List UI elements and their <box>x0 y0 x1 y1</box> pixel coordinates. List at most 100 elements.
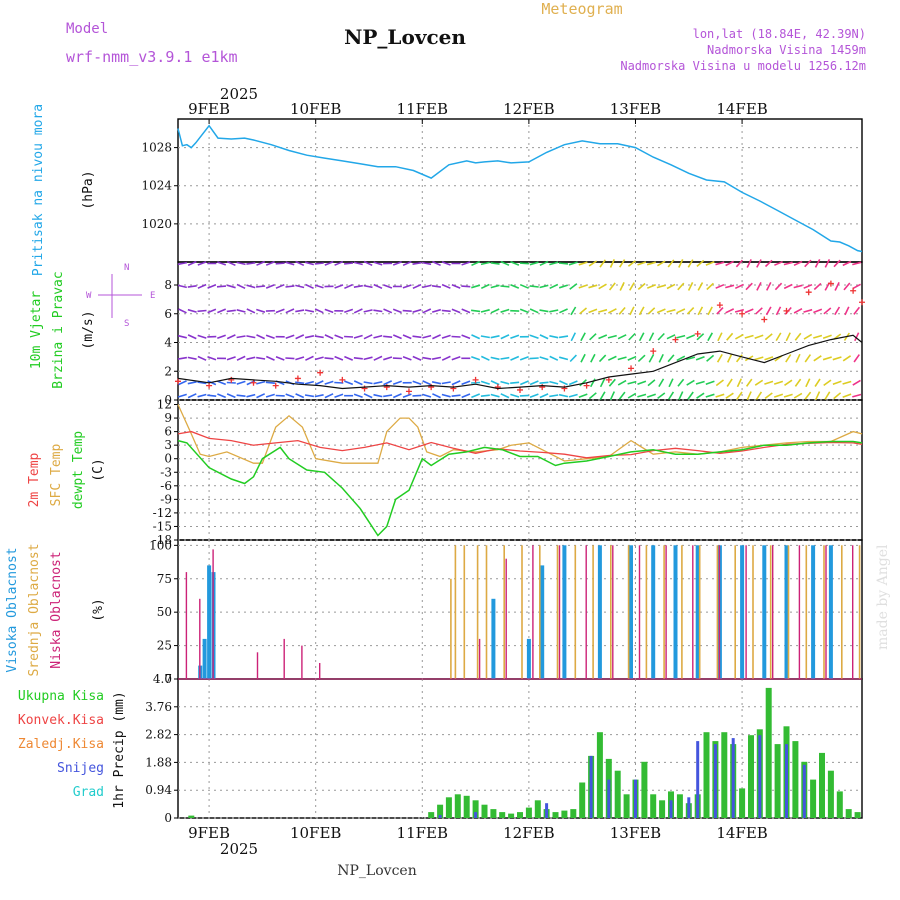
precip-bar <box>676 794 683 818</box>
gust-marker <box>783 307 790 314</box>
wind-arrow <box>852 261 862 266</box>
legend-convective-rain: Konvek.Kisa <box>18 713 104 728</box>
wind-arrow <box>432 334 441 340</box>
wind-arrow <box>580 353 586 363</box>
elevation-label: Nadmorska Visina 1459m <box>707 43 866 57</box>
wind-arrow <box>519 262 529 265</box>
wind-arrow <box>676 355 686 362</box>
wind-arrow <box>500 285 510 288</box>
precip-bar <box>438 815 442 818</box>
wind-arrow <box>822 356 832 361</box>
cloud-label-high: Visoka Oblacnost <box>5 547 20 672</box>
wind-arrow <box>305 283 314 290</box>
wind-arrow <box>726 378 733 387</box>
wind-arrow <box>842 393 852 399</box>
wind-arrow <box>373 334 383 339</box>
wind-arrow <box>373 283 383 290</box>
wind-arrow <box>226 309 236 313</box>
wind-arrow <box>363 284 373 289</box>
precip-bar <box>472 800 479 818</box>
cloud-bar <box>752 545 754 679</box>
wind-arrow <box>295 356 305 361</box>
cloud-bar <box>199 598 201 679</box>
cloud-bar <box>491 598 496 679</box>
wind-arrow <box>363 393 373 399</box>
gust-marker <box>517 386 523 393</box>
wind-arrow <box>696 333 705 341</box>
wind-arrow <box>490 380 500 386</box>
wind-arrow <box>324 380 334 385</box>
wind-arrow <box>177 393 187 398</box>
wind-arrow <box>461 308 471 314</box>
wind-arrow <box>256 356 266 360</box>
precip-bar <box>836 791 843 818</box>
wind-arrow <box>539 284 549 289</box>
wind-arrow <box>599 391 606 401</box>
wind-arrow <box>529 393 539 399</box>
wind-arrow <box>785 332 791 342</box>
wind-arrow <box>754 334 764 340</box>
wind-arrow <box>658 378 665 388</box>
wind-arrow <box>295 260 305 267</box>
wind-arrow <box>676 334 686 339</box>
wind-arrow <box>558 356 569 361</box>
wind-arrow <box>569 354 577 363</box>
wind-arrow <box>490 308 500 314</box>
wind-arrow <box>451 335 461 338</box>
wind-arrow <box>842 260 852 267</box>
wind-arrow <box>461 261 471 266</box>
wind-arrow <box>559 380 568 386</box>
precip-bar <box>713 744 717 818</box>
wind-arrow <box>344 283 354 290</box>
wind-arrow <box>637 393 647 398</box>
wind-arrow <box>295 393 305 399</box>
precip-bar <box>596 732 603 818</box>
wind-arrow <box>853 306 861 315</box>
coords-label: lon,lat (18.84E, 42.39N) <box>693 27 866 41</box>
cloud-bar <box>716 545 719 679</box>
wind-arrow <box>500 380 510 385</box>
gust-marker <box>428 384 435 391</box>
wind-arrow <box>589 333 597 341</box>
wind-arrow <box>823 307 832 315</box>
cloud-bar <box>734 545 736 679</box>
precip-bar <box>589 755 593 818</box>
day-label-top: 11FEB <box>397 100 448 118</box>
wind-arrow <box>275 355 285 361</box>
wind-arrow <box>834 306 841 316</box>
cloud-bar <box>558 545 561 679</box>
wind-arrow <box>539 393 549 399</box>
wind-arrow <box>707 332 713 342</box>
wind-arrow <box>500 260 510 266</box>
wind-arrow <box>441 261 451 266</box>
wind-arrow <box>696 392 705 399</box>
wind-arrow <box>736 391 743 400</box>
day-label-top: 9FEB <box>188 100 230 118</box>
wind-arrow <box>687 391 694 400</box>
wind-arrow <box>422 308 432 314</box>
y-tick-label: 2.82 <box>145 728 172 742</box>
y-tick-label: 4.7 <box>153 672 172 686</box>
cloud-bar <box>638 545 641 679</box>
wind-arrow <box>236 261 246 266</box>
wind-arrow <box>480 394 490 397</box>
wind-arrow <box>598 308 608 313</box>
wind-arrow <box>187 393 197 399</box>
wind-arrow <box>187 308 197 313</box>
wind-arrow <box>490 262 500 265</box>
cloud-bar <box>841 545 843 679</box>
wind-arrow <box>697 282 704 291</box>
wind-arrow <box>471 334 481 340</box>
y-tick-label: 6 <box>164 307 172 321</box>
day-label-bottom: 10FEB <box>290 824 341 842</box>
wind-arrow <box>529 261 539 266</box>
wind-arrow <box>334 284 344 289</box>
precip-bar <box>437 804 444 818</box>
wind-arrow <box>471 393 481 399</box>
cloud-bar <box>663 545 665 679</box>
wind-arrow <box>774 260 783 266</box>
wind-arrow <box>285 285 295 288</box>
wind-arrow <box>304 261 315 266</box>
wind-arrow <box>842 380 852 385</box>
wind-arrow <box>197 334 207 339</box>
